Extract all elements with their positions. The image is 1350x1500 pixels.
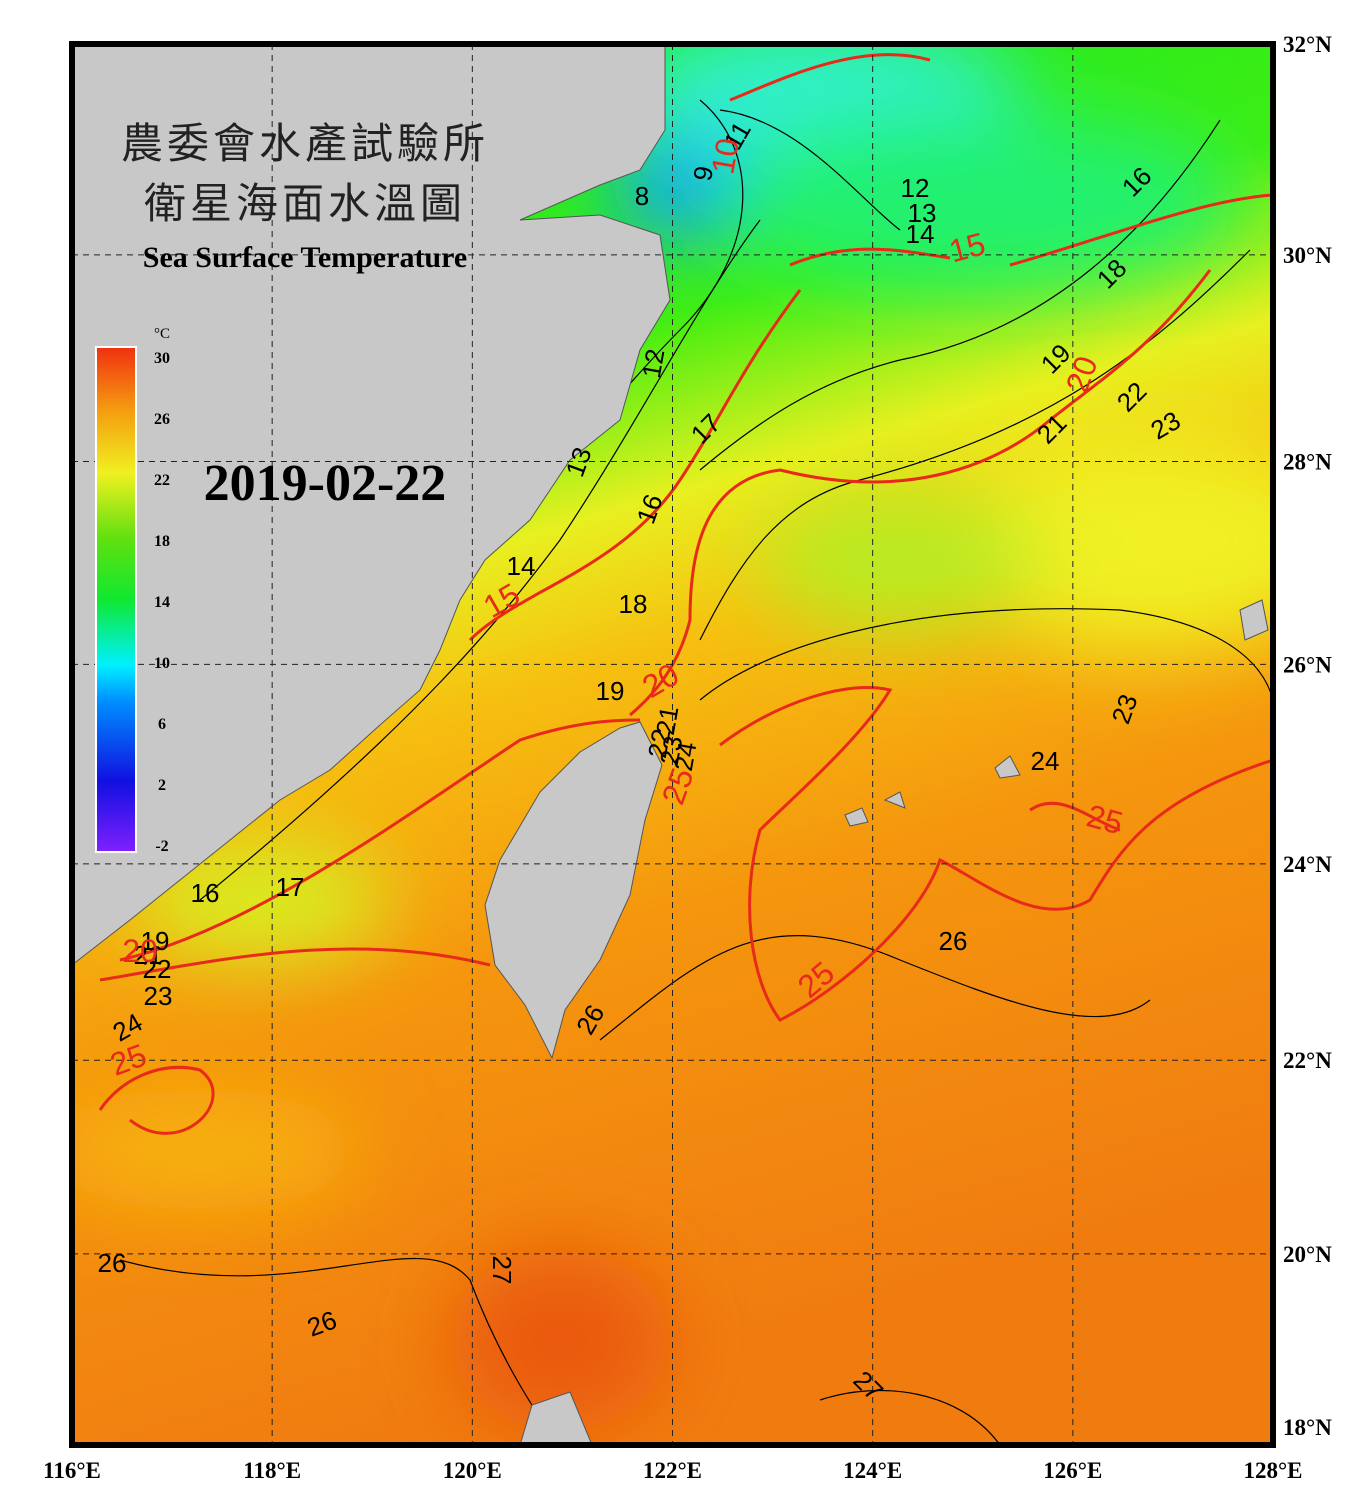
axes: 116°E 118°E 120°E 122°E 124°E 126°E 128°E 32°N 3… (43, 32, 1332, 1483)
x-tick-label: 128°E (1243, 1458, 1302, 1483)
island (844, 807, 869, 827)
contour-label: 19 (141, 926, 170, 956)
y-tick-label: 18°N (1283, 1415, 1332, 1440)
contour-label: 21 (650, 704, 685, 738)
contour-label: 27 (487, 1256, 517, 1285)
x-tick-label: 116°E (43, 1458, 101, 1483)
colorbar-tick-label: 14 (154, 594, 170, 611)
island (1239, 599, 1269, 641)
colorbar-tick-label: 6 (158, 716, 166, 733)
contour-label: 20 (122, 933, 158, 969)
luzon (519, 1391, 593, 1445)
colorbar (95, 346, 137, 853)
contour-label: 24 (1031, 746, 1060, 776)
island (883, 791, 906, 809)
sst-patches (72, 44, 1273, 1430)
x-tick-label: 120°E (443, 1458, 502, 1483)
contour-label: 26 (939, 926, 968, 956)
colorbar-tick-label: 26 (154, 411, 170, 428)
contour-label: 14 (906, 219, 935, 249)
contour-label: 13 (908, 198, 937, 228)
colorbar-tick-label: 2 (158, 777, 166, 794)
title-line2: 衛星海面水溫圖 (144, 182, 466, 228)
contour-label: 17 (276, 872, 305, 902)
contour-label: 22 (143, 954, 172, 984)
contour-label: 16 (191, 878, 220, 908)
contour-label: 23 (654, 734, 689, 768)
y-tick-label: 32°N (1283, 32, 1332, 57)
title-line1: 農委會水產試驗所 (121, 121, 489, 168)
date: 2019-02-22 (204, 455, 447, 512)
y-tick-label: 28°N (1283, 450, 1332, 475)
y-tick-label: 26°N (1283, 652, 1332, 677)
colorbar-tick-label: 30 (154, 350, 170, 367)
taiwan (484, 721, 663, 1060)
colorbar-tick-label: 18 (154, 533, 170, 550)
colorbar-unit: °C (154, 326, 170, 342)
title-english: Sea Surface Temperature (143, 241, 467, 274)
isotherms (119, 99, 1273, 1445)
y-tick-label: 22°N (1283, 1048, 1332, 1073)
contour-label: 26 (98, 1248, 127, 1278)
contour-label: 18 (619, 589, 648, 619)
island (994, 755, 1021, 779)
y-tick-label: 24°N (1283, 852, 1332, 877)
x-tick-label: 124°E (843, 1458, 902, 1483)
mainland (72, 44, 671, 966)
y-tick-label: 20°N (1283, 1242, 1332, 1267)
y-tick-label: 30°N (1283, 243, 1332, 268)
graticule (72, 44, 1273, 1445)
contour-label: 9 (687, 164, 719, 183)
x-tick-label: 126°E (1043, 1458, 1102, 1483)
colorbar-tick-label: -2 (155, 838, 168, 855)
contour-label: 23 (144, 981, 173, 1011)
contour-label: 21 (134, 940, 163, 970)
contour-label: 12 (901, 173, 930, 203)
x-tick-label: 118°E (243, 1458, 301, 1483)
land (72, 44, 1269, 1445)
contour-label: 10 (704, 135, 746, 176)
contour-label: 14 (507, 551, 536, 581)
contour-label: 19 (596, 676, 625, 706)
contour-label: 8 (635, 181, 649, 211)
colorbar-tick-label: 10 (154, 655, 170, 672)
contour-label: 24 (668, 740, 703, 774)
colorbar-tick-label: 22 (154, 472, 170, 489)
contour-label: 12 (636, 347, 671, 381)
colorbar-ticks: 30 26 22 18 14 10 6 2 -2 (154, 350, 170, 855)
frame (69, 41, 1276, 1448)
x-tick-label: 122°E (643, 1458, 702, 1483)
contour-label: 22 (642, 727, 677, 761)
